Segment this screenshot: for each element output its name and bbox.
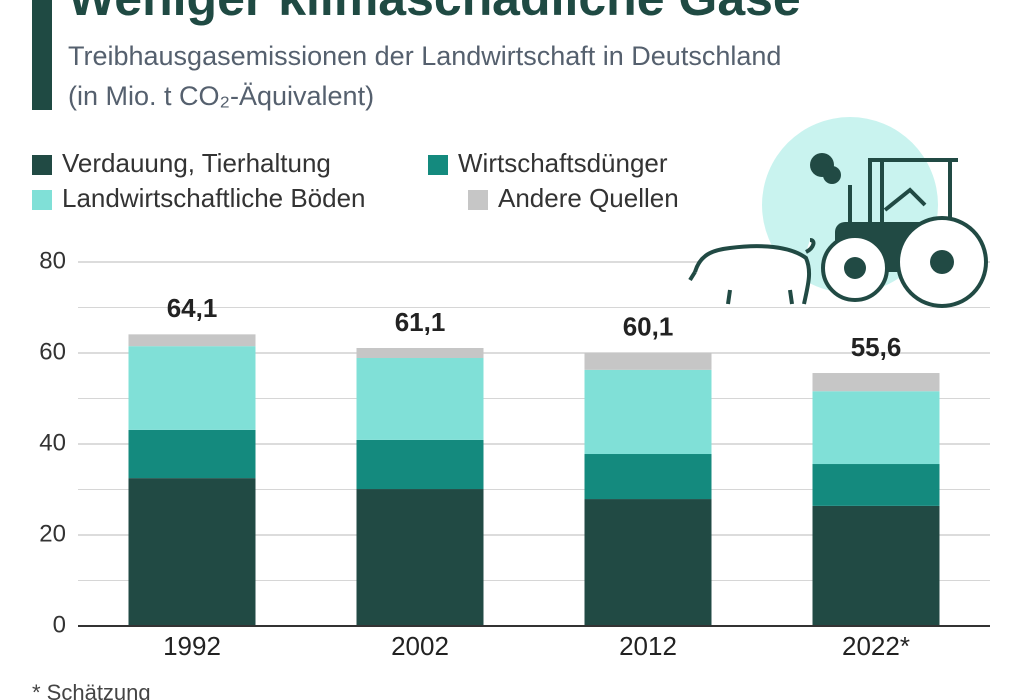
bar-segment <box>356 347 484 359</box>
y-tick-label: 60 <box>39 338 66 365</box>
y-tick-label: 80 <box>39 247 66 274</box>
x-tick-label: 1992 <box>163 631 221 661</box>
bar-segment <box>128 478 256 626</box>
legend-swatch <box>32 190 52 210</box>
bar-segment <box>128 334 256 347</box>
bar-segment <box>584 454 712 500</box>
title-accent <box>32 0 52 110</box>
x-tick-label: 2012 <box>619 631 677 661</box>
subtitle: Treibhausgasemissionen der Landwirtschaf… <box>68 41 781 71</box>
bar-segment <box>812 464 940 506</box>
y-tick-label: 0 <box>53 611 66 638</box>
legend-swatch <box>32 155 52 175</box>
bar-segment <box>356 439 484 490</box>
bar-segment <box>356 489 484 626</box>
total-label: 61,1 <box>395 307 446 337</box>
footnote: * Schätzung <box>32 680 151 700</box>
bar-segment <box>812 505 940 626</box>
plot: Verdauung, Tierhaltung Wirtschaftsdünger L… <box>32 148 990 661</box>
bar-segment <box>128 346 256 430</box>
bar-segment <box>812 391 940 465</box>
legend-label: Landwirtschaftliche Böden <box>62 183 366 213</box>
bar-segment <box>584 499 712 626</box>
legend-label: Andere Quellen <box>498 183 679 213</box>
bar-segment <box>356 358 484 440</box>
illustration <box>688 117 988 308</box>
x-tick-label: 2002 <box>391 631 449 661</box>
total-label: 60,1 <box>623 311 674 341</box>
bar-segment <box>812 373 940 392</box>
subtitle: (in Mio. t CO₂-Äquivalent) <box>68 81 374 111</box>
bar-segment <box>584 369 712 455</box>
y-tick-label: 20 <box>39 520 66 547</box>
bar-segment <box>584 352 712 370</box>
chart-title: Weniger klimaschädliche Gase <box>68 0 801 26</box>
x-tick-label: 2022* <box>842 631 910 661</box>
y-tick-label: 40 <box>39 429 66 456</box>
legend-background <box>15 140 725 226</box>
total-label: 64,1 <box>167 293 218 323</box>
legend-label: Wirtschaftsdünger <box>458 148 668 178</box>
bar-segment <box>128 429 256 479</box>
legend-swatch <box>468 190 488 210</box>
legend-swatch <box>428 155 448 175</box>
legend-label: Verdauung, Tierhaltung <box>62 148 331 178</box>
total-label: 55,6 <box>851 332 902 362</box>
